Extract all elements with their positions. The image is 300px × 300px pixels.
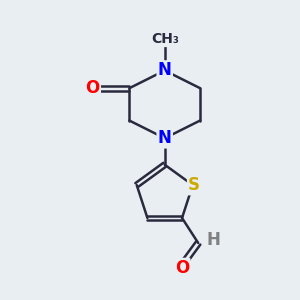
Text: O: O	[85, 79, 100, 97]
Text: N: N	[158, 129, 172, 147]
Text: S: S	[188, 176, 200, 194]
Text: O: O	[175, 259, 189, 277]
Text: CH₃: CH₃	[151, 32, 179, 46]
Text: H: H	[206, 231, 220, 249]
Text: N: N	[158, 61, 172, 80]
